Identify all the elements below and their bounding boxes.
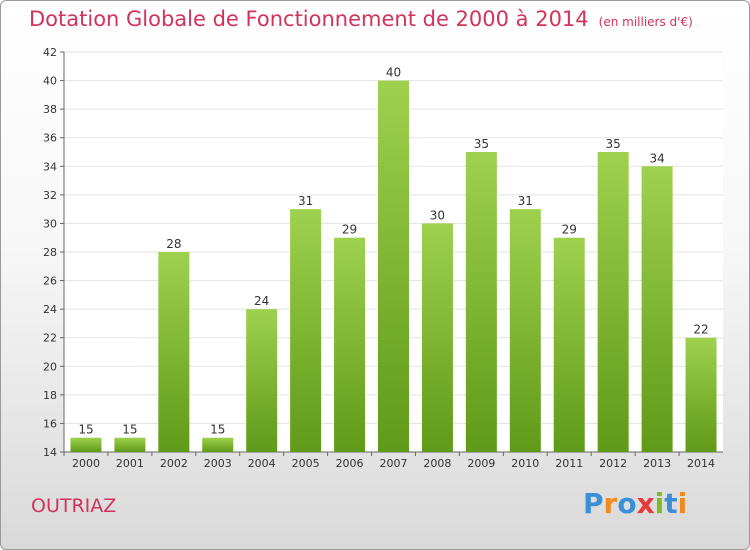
x-tick-label: 2010 [511,457,539,470]
labels: 15 2000 15 2001 28 2002 15 2003 24 2004 31 2005 29 20… [72,66,715,470]
value-label: 15 [78,423,93,437]
commune-name: OUTRIAZ [31,495,117,517]
value-label: 31 [298,194,313,208]
logo-letter: o [617,487,637,520]
x-tick-label: 2004 [248,457,276,470]
x-tick-label: 2008 [423,457,451,470]
proxiti-logo: Proxiti [583,487,687,520]
value-label: 22 [693,323,708,337]
value-label: 15 [210,423,225,437]
value-label: 35 [474,137,489,151]
value-label: 24 [254,294,269,308]
chart-subtitle: (en milliers d'€) [598,15,693,29]
x-tick-label: 2005 [292,457,320,470]
x-tick-label: 2009 [467,457,495,470]
logo-letter: P [583,487,604,520]
bar [597,152,629,452]
logo-letter: i [677,487,688,520]
bar [70,437,102,452]
bar [378,80,409,453]
logo-letter: r [603,487,618,520]
logo-letter: x [636,487,655,520]
y-tick-label: 30 [43,217,57,230]
chart-title-text: Dotation Globale de Fonctionnement de 20… [29,7,589,31]
x-tick-label: 2012 [599,457,627,470]
y-tick-label: 32 [43,189,57,202]
bar [685,337,717,452]
y-tick-label: 26 [43,275,57,288]
value-label: 29 [562,223,577,237]
x-tick-label: 2000 [72,457,100,470]
y-tick-label: 16 [43,417,57,430]
value-label: 29 [342,223,357,237]
bar [158,252,190,452]
value-label: 28 [166,237,181,251]
bars [70,80,717,453]
y-tick-label: 40 [43,75,57,88]
value-label: 34 [649,151,664,165]
bar [290,209,322,452]
y-tick-label: 38 [43,103,57,116]
value-label: 31 [518,194,533,208]
logo-letter: t [664,487,678,520]
bar [334,237,366,452]
y-tick-label: 36 [43,132,57,145]
logo-letter: i [654,487,665,520]
bar [246,309,278,452]
y-tick-label: 28 [43,246,57,259]
x-tick-label: 2011 [555,457,583,470]
y-tick-label: 22 [43,332,57,345]
y-tick-label: 34 [43,160,57,173]
bar [509,209,541,452]
value-label: 35 [606,137,621,151]
x-tick-label: 2002 [160,457,188,470]
y-tick-label: 42 [43,46,57,59]
x-tick-label: 2014 [687,457,715,470]
x-tick-label: 2007 [380,457,408,470]
value-label: 40 [386,66,401,80]
x-tick-label: 2001 [116,457,144,470]
bar [641,166,673,453]
x-tick-label: 2006 [336,457,364,470]
y-tick-label: 18 [43,389,57,402]
y-tick-label: 20 [43,360,57,373]
x-tick-label: 2013 [643,457,671,470]
y-tick-label: 14 [43,446,57,459]
x-tick-label: 2003 [204,457,232,470]
value-label: 15 [122,423,137,437]
bar [465,152,497,452]
bar [202,437,234,452]
y-tick-label: 24 [43,303,57,316]
chart-title: Dotation Globale de Fonctionnement de 20… [29,7,693,31]
bar [553,237,585,452]
value-label: 30 [430,208,445,222]
bar [114,437,146,452]
bar [421,223,453,452]
